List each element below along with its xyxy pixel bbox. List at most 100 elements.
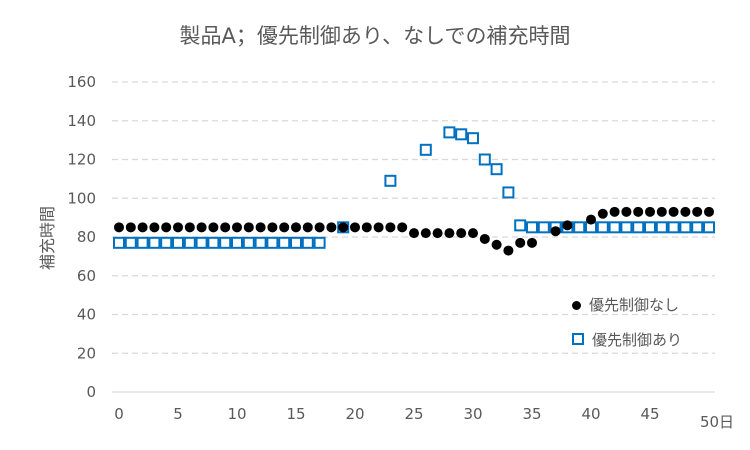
- data-point-square: [644, 221, 656, 234]
- x-tick-label: 45: [640, 405, 659, 423]
- legend-label: 優先制御あり: [592, 331, 683, 349]
- data-point-square: [207, 236, 220, 249]
- data-point-circle: [196, 222, 207, 233]
- legend-circle-marker: [572, 301, 581, 310]
- data-point-circle: [680, 206, 691, 217]
- data-point-circle: [125, 222, 136, 233]
- data-point-circle: [692, 206, 703, 217]
- data-point-circle: [184, 222, 195, 233]
- data-point-square: [608, 221, 621, 234]
- data-point-circle: [609, 206, 620, 217]
- data-point-circle: [562, 220, 573, 231]
- data-point-circle: [361, 222, 372, 233]
- data-point-square: [219, 236, 232, 249]
- data-point-circle: [420, 228, 431, 239]
- data-point-square: [526, 221, 538, 234]
- data-point-square: [596, 221, 609, 234]
- data-point-square: [160, 236, 173, 249]
- data-point-circle: [409, 228, 419, 239]
- data-point-square: [620, 221, 633, 234]
- y-tick-label: 120: [67, 151, 96, 169]
- data-point-circle: [656, 206, 667, 217]
- data-point-square: [195, 236, 208, 249]
- data-point-square: [278, 236, 291, 249]
- x-tick-label: 30: [463, 405, 482, 423]
- data-point-circle: [232, 222, 242, 233]
- data-point-circle: [314, 222, 325, 233]
- data-point-square: [502, 186, 515, 199]
- data-point-square: [419, 143, 432, 156]
- data-point-square: [254, 236, 267, 249]
- data-point-square: [301, 236, 314, 249]
- data-point-circle: [338, 222, 349, 233]
- x-tick-label: 50日: [700, 413, 734, 431]
- legend-item-1: 優先制御なし: [572, 294, 679, 315]
- y-tick-label: 60: [77, 267, 96, 285]
- data-point-circle: [114, 222, 124, 233]
- data-point-circle: [291, 222, 301, 233]
- data-point-square: [679, 221, 692, 234]
- data-point-square: [573, 221, 586, 234]
- data-point-square: [266, 236, 279, 249]
- data-point-square: [632, 221, 645, 234]
- data-point-square: [455, 128, 468, 141]
- data-point-square: [183, 236, 196, 249]
- y-tick-label: 100: [67, 189, 96, 207]
- x-tick-label: 40: [581, 405, 600, 423]
- data-point-square: [514, 219, 527, 232]
- x-tick-label: 35: [522, 405, 541, 423]
- y-tick-label: 80: [77, 228, 96, 246]
- y-tick-label: 20: [77, 344, 96, 362]
- data-point-square: [136, 236, 149, 249]
- data-point-square: [124, 236, 137, 249]
- data-point-circle: [397, 222, 408, 233]
- data-point-square: [242, 236, 255, 249]
- data-point-circle: [302, 222, 313, 233]
- x-tick-label: 20: [345, 405, 364, 423]
- data-point-square: [384, 174, 397, 187]
- data-point-circle: [503, 245, 514, 256]
- data-point-circle: [597, 208, 608, 219]
- data-point-square: [467, 132, 479, 145]
- data-point-circle: [515, 237, 526, 248]
- data-point-circle: [633, 206, 644, 217]
- data-point-square: [490, 163, 503, 176]
- data-point-circle: [550, 226, 561, 237]
- data-point-circle: [173, 222, 183, 233]
- data-point-square: [537, 221, 550, 234]
- data-point-circle: [161, 222, 172, 233]
- x-tick-label: 15: [286, 405, 305, 423]
- data-point-circle: [279, 222, 290, 233]
- data-point-circle: [350, 222, 360, 233]
- y-tick-label: 160: [67, 73, 96, 91]
- data-point-circle: [432, 228, 443, 239]
- data-point-circle: [444, 228, 455, 239]
- data-point-square: [113, 236, 125, 249]
- data-point-circle: [385, 222, 396, 233]
- legend-item-2: 優先制御あり: [572, 329, 682, 350]
- data-point-circle: [527, 237, 537, 248]
- data-point-circle: [586, 214, 596, 225]
- data-point-circle: [137, 222, 148, 233]
- chart-title: 製品A；優先制御あり、なしでの補充時間: [179, 24, 571, 48]
- data-point-circle: [208, 222, 219, 233]
- data-point-square: [443, 126, 456, 139]
- y-tick-label: 0: [86, 383, 96, 401]
- data-point-circle: [479, 233, 490, 244]
- data-point-circle: [326, 222, 337, 233]
- data-point-square: [655, 221, 668, 234]
- data-point-circle: [373, 222, 384, 233]
- x-tick-label: 0: [114, 405, 124, 423]
- data-point-circle: [149, 222, 160, 233]
- data-point-square: [703, 221, 715, 234]
- data-point-circle: [220, 222, 231, 233]
- x-tick-label: 10: [227, 405, 246, 423]
- legend-square-marker: [572, 333, 584, 345]
- y-tick-label: 40: [77, 306, 96, 324]
- y-tick-label: 140: [67, 112, 96, 130]
- data-point-square: [691, 221, 704, 234]
- data-point-circle: [645, 206, 655, 217]
- data-point-circle: [668, 206, 679, 217]
